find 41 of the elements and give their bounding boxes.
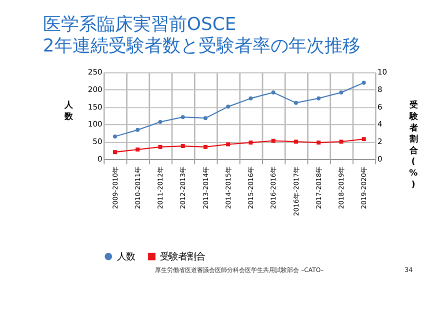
point [180, 115, 185, 120]
point [271, 138, 276, 143]
point [294, 100, 298, 105]
point [316, 96, 321, 100]
point [294, 140, 298, 144]
point [248, 140, 253, 145]
point [362, 137, 366, 142]
point [316, 140, 321, 145]
point [158, 120, 162, 124]
point [248, 96, 253, 100]
point [271, 90, 276, 94]
point [113, 134, 117, 138]
point [226, 142, 230, 146]
point [136, 148, 140, 152]
point [362, 80, 366, 85]
y2-tick-label: 8 [378, 85, 383, 94]
point [226, 104, 230, 109]
y2-tick-label: 2 [378, 137, 383, 146]
point [203, 144, 208, 149]
y-tick-label: 150 [88, 102, 102, 112]
y-tick-label: 0 [97, 154, 102, 164]
point [339, 140, 344, 144]
point [136, 128, 140, 132]
point [203, 116, 208, 120]
y2-tick-label: 6 [378, 102, 383, 112]
y2-axis-title: 受験者割合(%) [408, 100, 418, 189]
chart-title: 医学系臨床実習前OSCE 2年連続受験者数と受験者率の年次推移 [42, 14, 360, 57]
legend-label: 受験者割合 [160, 251, 206, 262]
point [113, 150, 117, 154]
y2-tick-label: 4 [378, 120, 383, 129]
legend-label: 人数 [116, 251, 135, 262]
y-tick-label: 200 [88, 85, 102, 94]
y-axis-title: 人数 [63, 100, 74, 121]
y2-tick-label: 10 [378, 68, 388, 77]
y-tick-label: 250 [88, 68, 102, 77]
point [180, 144, 185, 148]
point [339, 90, 344, 94]
y2-tick-label: 0 [378, 154, 383, 164]
y-tick-label: 50 [92, 137, 102, 146]
y-tick-label: 100 [88, 120, 102, 129]
point [158, 144, 162, 149]
